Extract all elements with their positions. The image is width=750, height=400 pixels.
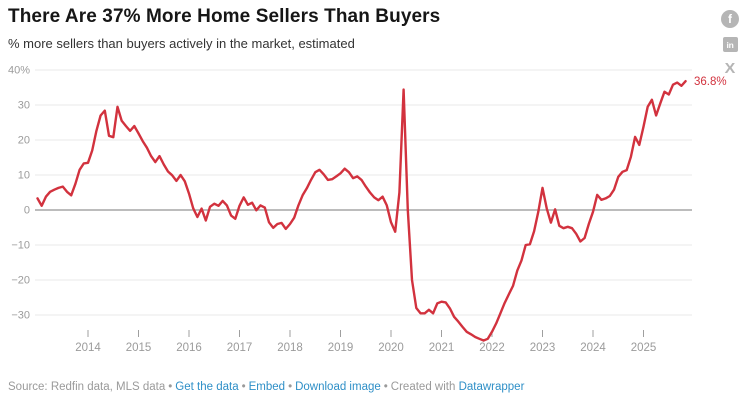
- facebook-share-icon[interactable]: f: [721, 10, 739, 28]
- footer-separator: •: [241, 381, 246, 393]
- linkedin-glyph: in: [726, 39, 734, 50]
- share-toolbar: f in X: [720, 10, 740, 77]
- x-glyph: X: [724, 60, 736, 77]
- y-axis-tick-label: 0: [24, 205, 30, 217]
- sellers-vs-buyers-line: [36, 80, 687, 342]
- facebook-glyph: f: [728, 12, 732, 26]
- footer-separator: •: [288, 381, 293, 393]
- embed-link[interactable]: Embed: [248, 381, 286, 393]
- x-axis-year-label: 2014: [75, 342, 101, 354]
- get-the-data-link[interactable]: Get the data: [175, 381, 239, 393]
- y-axis-tick-label: −20: [11, 275, 30, 287]
- footer-separator: •: [383, 381, 388, 393]
- x-axis-year-label: 2016: [176, 342, 202, 354]
- created-with-text: Created with: [390, 381, 456, 393]
- source-text: Source: Redfin data, MLS data: [8, 381, 166, 393]
- chart-title: There Are 37% More Home Sellers Than Buy…: [8, 6, 441, 27]
- x-axis-year-label: 2015: [126, 342, 152, 354]
- x-axis-year-label: 2024: [580, 342, 606, 354]
- download-image-link[interactable]: Download image: [295, 381, 381, 393]
- x-axis-year-label: 2019: [328, 342, 354, 354]
- chart-subtitle: % more sellers than buyers actively in t…: [8, 36, 355, 51]
- x-axis-year-label: 2025: [631, 342, 657, 354]
- y-axis-tick-label: 10: [18, 170, 30, 182]
- footer-separator: •: [168, 381, 173, 393]
- x-twitter-share-icon[interactable]: X: [725, 61, 736, 76]
- y-axis-tick-label: −30: [11, 310, 30, 322]
- datawrapper-link[interactable]: Datawrapper: [458, 381, 525, 393]
- y-axis-tick-label: −10: [11, 240, 30, 252]
- chart-footer: Source: Redfin data, MLS data • Get the da…: [8, 381, 524, 393]
- y-axis-tick-label: 20: [18, 135, 30, 147]
- linkedin-share-icon[interactable]: in: [722, 37, 738, 52]
- x-axis-year-label: 2023: [530, 342, 556, 354]
- end-value-label: 36.8%: [694, 76, 727, 88]
- x-axis-year-label: 2021: [429, 342, 455, 354]
- x-axis-year-label: 2018: [277, 342, 303, 354]
- x-axis-year-label: 2020: [378, 342, 404, 354]
- y-axis-tick-label: 30: [18, 100, 30, 112]
- x-axis-year-label: 2022: [479, 342, 505, 354]
- x-axis-year-label: 2017: [227, 342, 253, 354]
- y-axis-tick-label: 40%: [8, 65, 30, 77]
